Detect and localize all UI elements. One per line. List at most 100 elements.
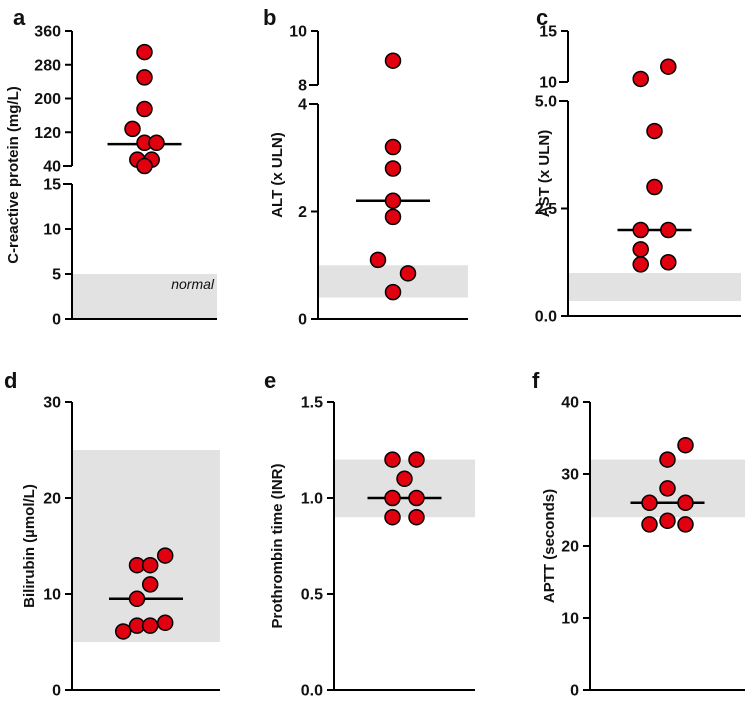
data-point	[384, 52, 402, 69]
y-tick-label: 0	[52, 312, 61, 329]
data-point	[632, 241, 649, 258]
y-tick-label: 0.0	[301, 683, 323, 700]
data-point	[114, 623, 132, 640]
data-point	[136, 69, 153, 86]
y-tick-label: 0.5	[301, 587, 323, 604]
data-point	[659, 512, 676, 530]
panel-label: b	[263, 5, 276, 30]
data-point	[408, 489, 425, 507]
y-tick-label: 0	[570, 683, 579, 700]
normal-range-band	[73, 450, 220, 642]
data-point	[369, 251, 387, 269]
data-point	[641, 494, 658, 512]
data-point	[136, 43, 153, 61]
y-tick-label: 10	[43, 222, 61, 239]
y-tick-label: 4	[298, 97, 307, 114]
y-tick-label: 20	[43, 491, 61, 508]
y-axis-title: AST (x ULN)	[536, 130, 553, 218]
data-point	[408, 508, 425, 526]
data-point	[124, 120, 141, 138]
data-point	[632, 221, 649, 239]
panel-f: 0 10 20 30 40 APTT (seconds) f	[532, 368, 745, 700]
data-point	[646, 122, 663, 140]
panel-label: f	[532, 368, 540, 393]
y-tick-label: 200	[34, 91, 61, 108]
data-point	[408, 451, 425, 468]
y-tick-label: 30	[43, 395, 61, 412]
normal-range-band	[569, 273, 741, 301]
y-axis-title: ALT (x ULN)	[269, 132, 286, 218]
panel-b: 0 2 4 8 10 ALT (x ULN) b	[263, 5, 468, 329]
data-point	[399, 265, 417, 282]
y-tick-label: 0	[298, 312, 307, 329]
y-tick-label: 20	[561, 539, 579, 556]
y-tick-label: 280	[34, 57, 61, 74]
data-point	[660, 254, 677, 271]
panel-c: 0.0 2.5 5.0 10 15 AST (x ULN) c	[535, 5, 741, 326]
y-tick-label: 2	[298, 204, 307, 221]
panel-d: 0 10 20 30 Bilirubin (µmol/L) d	[4, 368, 220, 700]
y-tick-label: 1.5	[301, 395, 323, 412]
panel-label: a	[13, 5, 26, 30]
y-tick-label: 40	[561, 395, 579, 412]
data-point	[384, 283, 402, 301]
data-point	[136, 157, 153, 175]
y-tick-label: 0.0	[535, 309, 557, 326]
data-point	[141, 617, 159, 634]
y-tick-label: 360	[34, 24, 61, 41]
y-tick-label: 2.5	[535, 201, 557, 218]
data-point	[384, 138, 402, 156]
data-point	[632, 70, 649, 88]
y-tick-label: 10	[43, 587, 61, 604]
normal-range-band	[335, 459, 475, 518]
y-tick-label: 40	[43, 159, 61, 176]
data-point	[659, 480, 676, 497]
panel-label: d	[4, 368, 17, 393]
data-point	[136, 100, 153, 118]
data-point	[156, 547, 174, 564]
data-point	[148, 134, 165, 152]
y-tick-label: 5	[52, 267, 61, 284]
data-point	[641, 516, 658, 533]
data-point	[384, 160, 402, 177]
y-axis-title: Prothrombin time (INR)	[269, 464, 286, 629]
data-point	[659, 451, 676, 468]
y-tick-label: 120	[34, 125, 61, 142]
y-tick-label: 1.0	[301, 491, 323, 508]
data-point	[677, 436, 694, 454]
data-point	[141, 576, 159, 593]
panel-label: e	[264, 368, 276, 393]
y-axis-title: APTT (seconds)	[541, 489, 558, 603]
y-axis-title: Bilirubin (µmol/L)	[21, 484, 38, 608]
data-point	[396, 470, 413, 488]
data-point	[128, 590, 146, 608]
data-point	[660, 221, 677, 239]
y-tick-label: 10	[289, 24, 307, 41]
y-tick-label: 10	[561, 611, 579, 628]
normal-range-label: normal	[171, 276, 215, 292]
y-tick-label: 0	[52, 683, 61, 700]
y-tick-label: 5.0	[535, 94, 557, 111]
y-tick-label: 30	[561, 467, 579, 484]
y-tick-label: 8	[298, 78, 307, 95]
panel-e: 0.0 0.5 1.0 1.5 Prothrombin time (INR) e	[264, 368, 475, 700]
data-point	[660, 58, 677, 75]
data-point	[384, 508, 401, 526]
data-point	[677, 494, 694, 512]
data-point	[677, 516, 694, 533]
y-tick-label: 15	[539, 24, 557, 41]
data-point	[384, 451, 401, 468]
data-point	[632, 256, 649, 273]
y-tick-label: 15	[43, 177, 61, 194]
y-axis-title: C-reactive protein (mg/L)	[5, 86, 22, 264]
data-point	[141, 556, 159, 574]
data-point	[646, 178, 663, 196]
panel-label: c	[536, 5, 548, 30]
data-point	[384, 192, 402, 209]
data-point	[384, 489, 401, 507]
normal-range-band	[73, 274, 217, 319]
y-tick-label: 10	[539, 75, 557, 92]
data-point	[384, 208, 402, 226]
